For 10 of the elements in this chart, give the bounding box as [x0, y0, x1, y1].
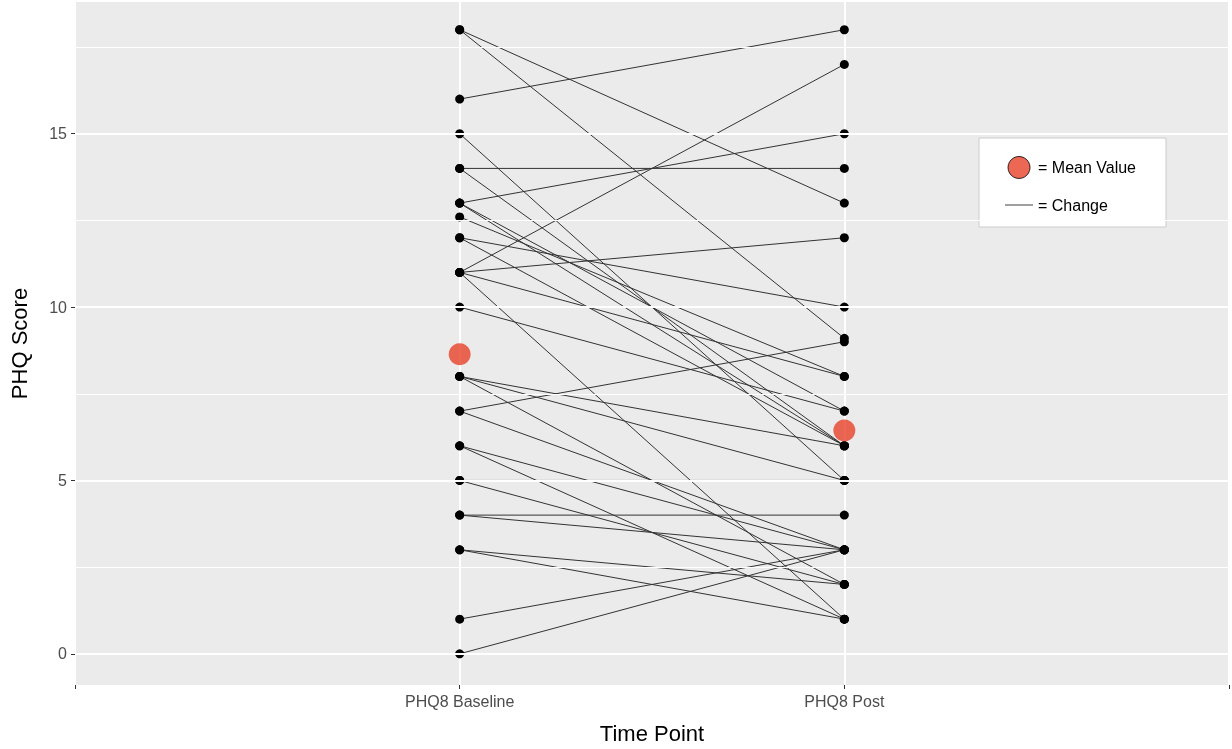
y-tick-label: 10: [49, 298, 68, 316]
legend-label: = Change: [1038, 196, 1108, 214]
y-tick-label: 0: [58, 645, 68, 663]
y-tick-label: 5: [58, 471, 68, 489]
legend-label: = Mean Value: [1038, 159, 1137, 176]
x-axis-title: Time Point: [599, 720, 705, 746]
y-tick-label: 15: [49, 125, 68, 143]
y-axis-title: PHQ Score: [6, 287, 32, 400]
x-tick-label: PHQ8 Post: [804, 692, 885, 710]
x-tick-label: PHQ8 Baseline: [404, 692, 515, 710]
